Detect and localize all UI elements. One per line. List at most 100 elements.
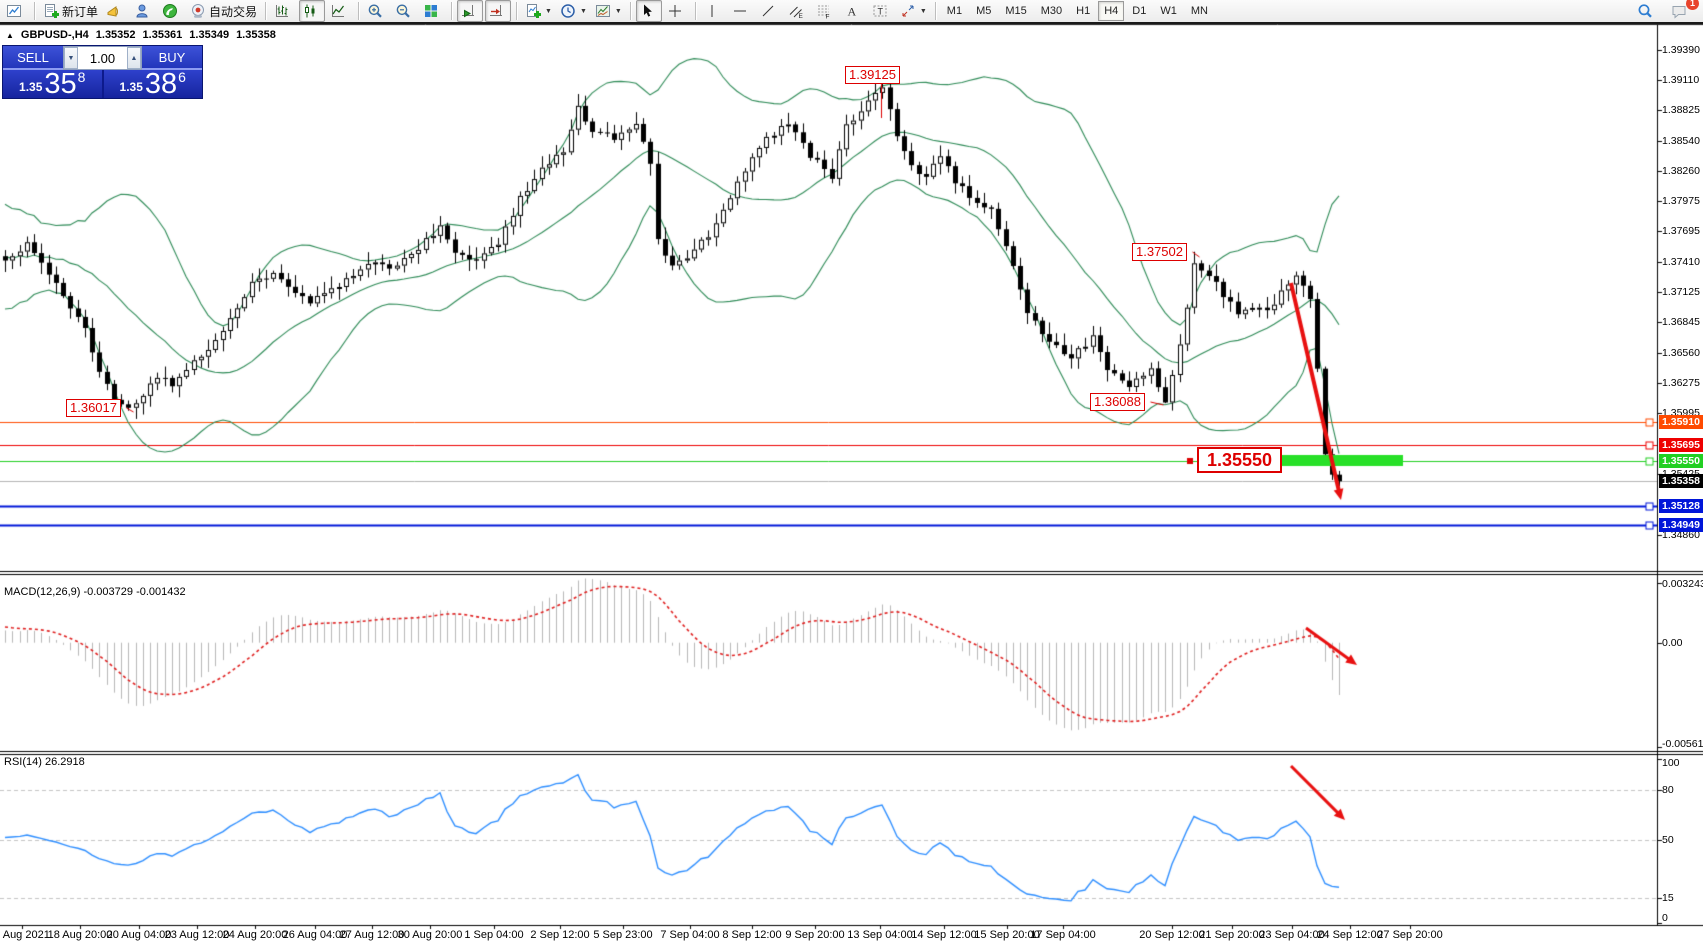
zoom-in-icon: [368, 4, 382, 18]
buy-price-pips: 38: [144, 68, 178, 100]
auto-scroll-button[interactable]: [457, 0, 484, 22]
volume-input[interactable]: [78, 47, 127, 69]
chart-shift-button[interactable]: [485, 0, 512, 22]
line-chart-icon: [332, 5, 345, 17]
periods-icon: [561, 4, 575, 18]
timeframe-m5-button[interactable]: M5: [976, 5, 992, 17]
price-callout[interactable]: 1.36017: [66, 399, 121, 417]
buy-button[interactable]: BUY: [142, 46, 202, 70]
svg-text:T: T: [877, 7, 883, 17]
fibonacci-button[interactable]: F: [813, 0, 839, 22]
support-level-callout[interactable]: 1.35550: [1197, 447, 1283, 473]
bar-chart-button[interactable]: [271, 0, 297, 22]
timeframe-h4-button[interactable]: H4: [1098, 1, 1125, 21]
crosshair-icon: [668, 5, 681, 17]
horn-icon: [107, 6, 119, 17]
templates-button[interactable]: ▼: [592, 0, 625, 22]
equidistant-channel-button[interactable]: E: [785, 0, 811, 22]
zoom-in-button[interactable]: [364, 0, 390, 22]
chat-button[interactable]: 1: [1668, 0, 1699, 22]
timeframe-w1-button[interactable]: W1: [1160, 5, 1177, 17]
vline-icon: [711, 5, 713, 17]
auto-scroll-icon: [462, 5, 475, 18]
candlestick-chart-button[interactable]: [299, 0, 326, 22]
timeframe-m1-button[interactable]: M1: [946, 5, 963, 17]
line-chart-button[interactable]: [327, 0, 353, 22]
zoom-out-button[interactable]: [392, 0, 418, 22]
ohlc-open: 1.35352: [95, 29, 136, 41]
new-chart-button[interactable]: [3, 0, 29, 22]
autotrading-button[interactable]: 自动交易: [187, 0, 260, 22]
signals-icon: [163, 4, 178, 18]
buy-price[interactable]: 1.35 38 6: [103, 68, 202, 100]
fibo-icon: F: [817, 5, 829, 20]
chevron-down-icon: ▼: [579, 7, 587, 15]
toolbar: 新订单 自动交易 ▼ ▼ ▼ E F A T ▼ M1 M5 M15 M30 H1 H4 D1 W1 MN 1: [0, 0, 1703, 24]
svg-text:A: A: [847, 5, 856, 19]
rsi-label: RSI(14) 26.2918: [4, 756, 85, 768]
cursor-button[interactable]: [635, 0, 662, 22]
timeframe-mn-button[interactable]: MN: [1190, 5, 1208, 17]
chevron-down-icon: ▼: [545, 7, 552, 15]
alert-horn-button[interactable]: [103, 0, 129, 22]
metaeditor-button[interactable]: [131, 0, 157, 22]
macd-label: MACD(12,26,9) -0.003729 -0.001432: [4, 586, 186, 598]
toolbar-right: 1: [1633, 0, 1703, 22]
label-icon: T: [873, 5, 887, 17]
volume-spinner: ▼ ▲: [63, 46, 142, 70]
channel-icon: E: [789, 6, 803, 19]
svg-text:E: E: [798, 13, 803, 19]
toolbar-separator: [694, 2, 696, 20]
toolbar-separator: [516, 2, 518, 20]
search-icon: [1638, 4, 1652, 18]
new-chart-icon: [7, 5, 21, 17]
timeframe-m15-button[interactable]: M15: [1005, 5, 1027, 17]
sell-price-pips: 35: [44, 68, 77, 100]
vertical-line-button[interactable]: [701, 0, 727, 22]
toolbar-separator: [265, 2, 267, 20]
sell-price-prefix: 1.35: [19, 80, 43, 94]
periods-button[interactable]: ▼: [557, 0, 590, 22]
search-button[interactable]: [1634, 0, 1660, 22]
arrows-button[interactable]: ▼: [897, 0, 930, 22]
trendline-button[interactable]: [757, 0, 783, 22]
sell-price[interactable]: 1.35 35 8: [3, 68, 102, 100]
price-callout[interactable]: 1.36088: [1090, 393, 1145, 411]
buy-price-prefix: 1.35: [119, 80, 143, 94]
sell-price-point: 8: [77, 69, 86, 85]
cursor-icon: [643, 4, 652, 17]
text-label-button[interactable]: T: [869, 0, 895, 22]
volume-decrease-button[interactable]: ▼: [64, 47, 78, 69]
timeframe-h1-button[interactable]: H1: [1076, 5, 1091, 17]
text-icon: A: [847, 5, 856, 19]
horizontal-line-button[interactable]: [729, 0, 755, 22]
crosshair-button[interactable]: [664, 0, 690, 22]
bar-chart-icon: [276, 5, 289, 17]
price-callout[interactable]: 1.37502: [1132, 243, 1187, 261]
sell-button[interactable]: SELL: [3, 46, 63, 70]
collapse-arrow-icon[interactable]: ▲: [6, 30, 14, 40]
chevron-down-icon: ▼: [919, 7, 927, 15]
indicators-button[interactable]: ▼: [522, 0, 555, 22]
svg-text:F: F: [825, 14, 829, 20]
tile-windows-button[interactable]: [420, 0, 446, 22]
signals-button[interactable]: [159, 0, 185, 22]
hline-icon: [733, 10, 746, 12]
timeframe-m30-button[interactable]: M30: [1040, 5, 1063, 17]
arrows-icon: [902, 5, 914, 17]
toolbar-separator: [358, 2, 360, 20]
buy-price-point: 6: [178, 69, 186, 85]
metaeditor-icon: [136, 4, 148, 18]
text-button[interactable]: A: [841, 0, 867, 22]
new-order-button[interactable]: 新订单: [40, 0, 101, 22]
volume-increase-button[interactable]: ▲: [127, 47, 141, 69]
indicators-icon: [527, 4, 542, 18]
price-callout[interactable]: 1.39125: [845, 66, 900, 84]
timeframe-d1-button[interactable]: D1: [1132, 5, 1147, 17]
toolbar-separator: [934, 2, 936, 20]
toolbar-separator: [629, 2, 631, 20]
chat-icon: [1672, 6, 1686, 19]
